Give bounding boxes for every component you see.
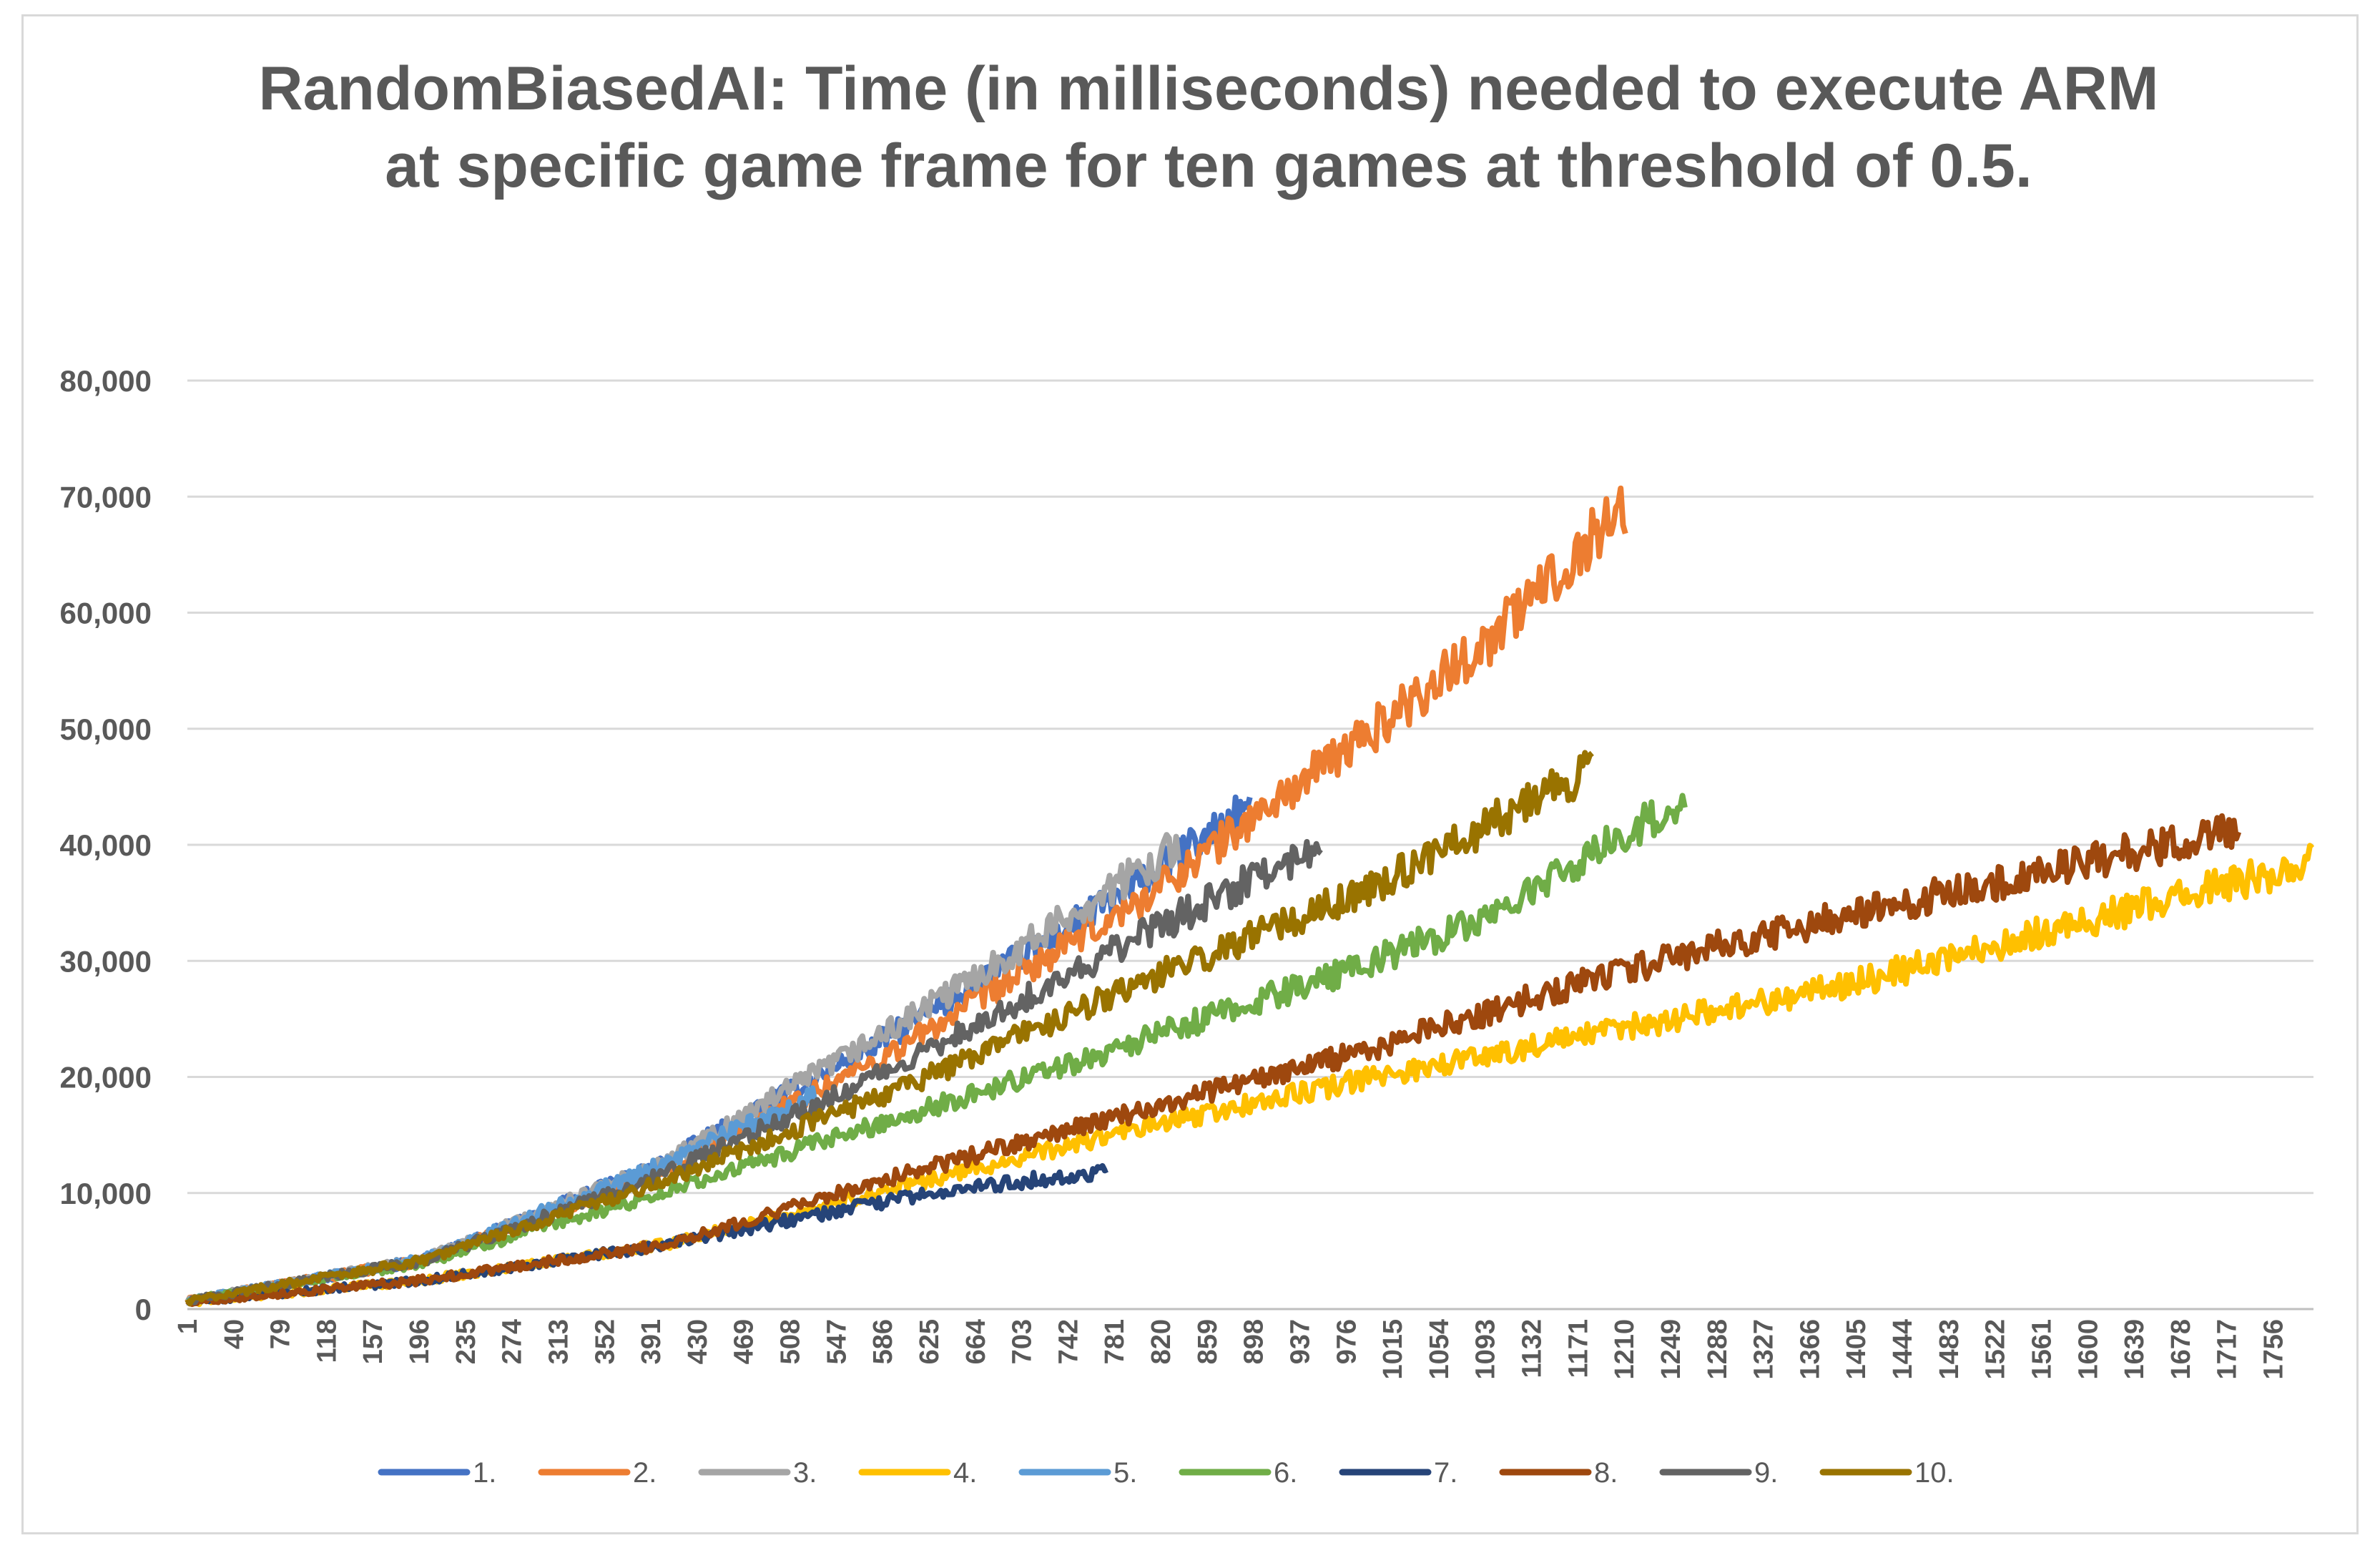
x-tick-label: 898	[1239, 1319, 1269, 1364]
x-tick-label: 79	[266, 1319, 296, 1349]
x-tick-label: 1717	[2213, 1319, 2243, 1380]
x-tick-label: 508	[776, 1319, 806, 1364]
gridlines	[187, 379, 2313, 1195]
x-tick-label: 1405	[1841, 1319, 1872, 1380]
x-tick-label: 976	[1332, 1319, 1362, 1364]
x-tick-label: 1249	[1656, 1319, 1686, 1380]
x-tick-label: 352	[590, 1319, 620, 1364]
axes: 0 10,000 20,000 30,000 40,000 50,000 60,000 70,…	[60, 364, 2313, 1380]
legend-label-10: 10.	[1914, 1457, 1954, 1489]
x-tick-label: 1015	[1378, 1319, 1408, 1380]
x-tick-label: 1054	[1425, 1319, 1455, 1380]
y-tick-label: 30,000	[60, 944, 152, 978]
legend-label-6: 6.	[1274, 1457, 1297, 1489]
x-tick-label: 1288	[1703, 1319, 1733, 1380]
x-tick-label: 274	[498, 1319, 528, 1364]
x-tick-label: 1093	[1471, 1319, 1501, 1380]
x-tick-label: 742	[1053, 1319, 1083, 1364]
x-tick-label: 547	[822, 1319, 852, 1364]
series-line-10	[185, 750, 1594, 1307]
x-tick-label: 1366	[1795, 1319, 1825, 1380]
y-tick-label: 50,000	[60, 712, 152, 746]
series-lines	[185, 485, 2315, 1308]
x-tick-label: 1678	[2166, 1319, 2196, 1380]
x-tick-label: 235	[451, 1319, 481, 1364]
x-tick-label: 469	[729, 1319, 759, 1364]
x-tick-label: 40	[220, 1319, 250, 1349]
x-tick-label: 625	[915, 1319, 945, 1364]
series-line-8	[185, 813, 2242, 1308]
y-tick-label: 60,000	[60, 597, 152, 630]
legend-label-8: 8.	[1594, 1457, 1618, 1489]
x-tick-label: 781	[1100, 1319, 1130, 1364]
y-tick-label: 0	[135, 1293, 152, 1326]
x-tick-label: 1210	[1610, 1319, 1640, 1380]
legend-label-4: 4.	[953, 1457, 977, 1489]
legend-label-2: 2.	[633, 1457, 657, 1489]
x-tick-label: 1444	[1888, 1319, 1918, 1380]
legend-label-3: 3.	[793, 1457, 817, 1489]
x-tick-label: 313	[544, 1319, 574, 1364]
series-line-9	[185, 838, 1323, 1306]
x-tick-label: 1522	[1981, 1319, 2011, 1380]
x-tick-label: 1171	[1563, 1319, 1593, 1378]
legend: 1. 2. 3. 4. 5. 6. 7. 8. 9. 10.	[378, 1457, 1954, 1489]
series-line-3	[185, 832, 1181, 1305]
x-tick-label: 664	[961, 1319, 991, 1364]
y-tick-label: 40,000	[60, 828, 152, 862]
x-tick-label: 157	[358, 1319, 388, 1364]
legend-label-5: 5.	[1113, 1457, 1137, 1489]
x-tick-label: 1327	[1749, 1319, 1779, 1380]
x-tick-label: 703	[1008, 1319, 1038, 1364]
x-tick-label: 430	[683, 1319, 713, 1364]
x-tick-label: 586	[868, 1319, 898, 1364]
x-tick-label: 118	[312, 1319, 342, 1363]
x-tick-label: 1	[173, 1319, 203, 1334]
legend-label-7: 7.	[1434, 1457, 1457, 1489]
x-tick-label: 1561	[2027, 1319, 2057, 1380]
x-tick-label: 937	[1285, 1319, 1315, 1364]
chart-title: RandomBiasedAI: Time (in milliseconds) n…	[258, 54, 2159, 200]
x-tick-label: 1600	[2073, 1319, 2103, 1380]
x-tick-label: 820	[1146, 1319, 1176, 1364]
y-tick-label: 10,000	[60, 1177, 152, 1210]
legend-label-9: 9.	[1754, 1457, 1778, 1489]
x-tick-label: 196	[405, 1319, 435, 1364]
x-tick-label: 859	[1193, 1319, 1223, 1364]
x-tick-label: 1756	[2258, 1319, 2288, 1380]
x-tick-label: 1132	[1518, 1319, 1548, 1378]
x-tick-label: 1639	[2120, 1319, 2150, 1380]
x-tick-label: 1483	[1934, 1319, 1965, 1380]
y-tick-label: 70,000	[60, 480, 152, 514]
x-tick-label: 391	[636, 1319, 667, 1364]
legend-label-1: 1.	[473, 1457, 496, 1489]
y-tick-label: 80,000	[60, 364, 152, 398]
y-tick-label: 20,000	[60, 1061, 152, 1094]
